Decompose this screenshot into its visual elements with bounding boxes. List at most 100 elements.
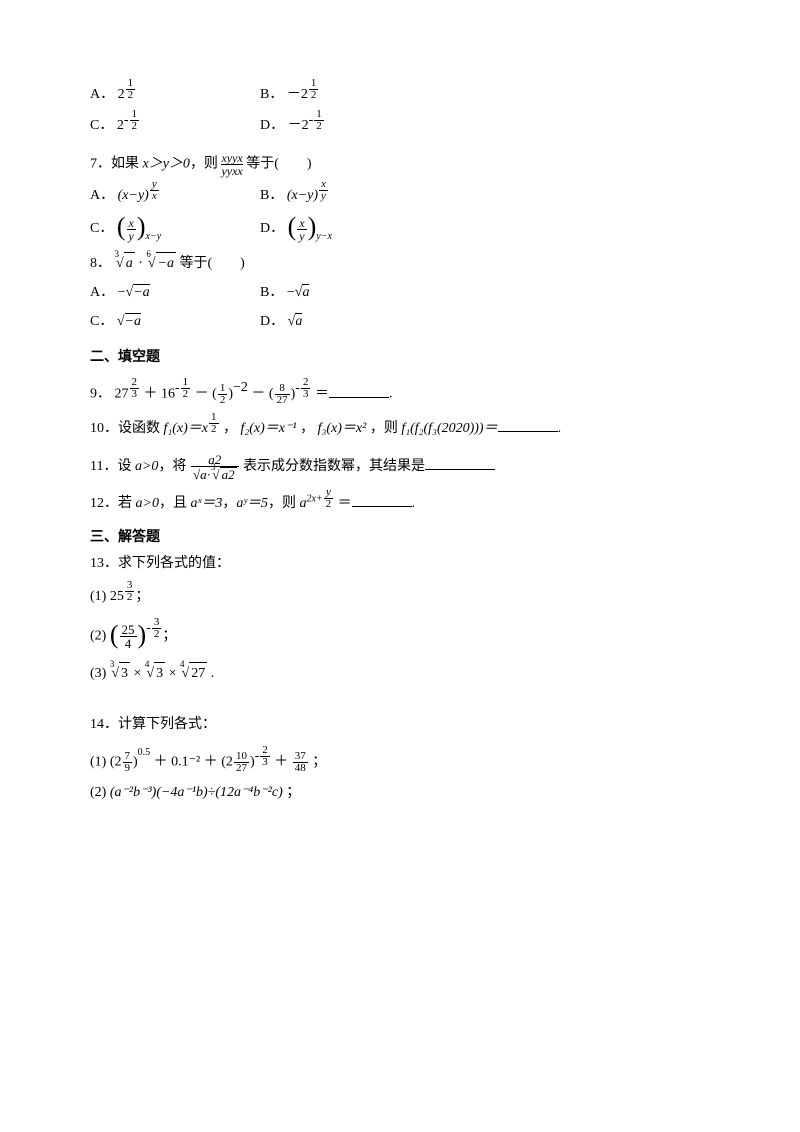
q7-row2: C． (xy)x−y D． (xy)y−x bbox=[90, 212, 710, 246]
comp: f₁(f₂(f₃(2020)))＝ bbox=[401, 421, 497, 436]
q11-prefix: 11．设 bbox=[90, 459, 135, 474]
exp-den: 2 bbox=[126, 90, 136, 101]
t1-den: 3 bbox=[130, 389, 140, 400]
root1: 3√3 bbox=[110, 662, 130, 684]
q7-option-b: B． (x−y)xy bbox=[260, 185, 430, 208]
q14-p2: (2) (a⁻²b⁻³)(−4a⁻¹b)÷(12a⁻⁴b⁻²c) ； bbox=[90, 782, 710, 803]
inner-den: y bbox=[297, 230, 306, 242]
eq: ＝ bbox=[338, 496, 352, 511]
q6-row1: A． 212 B． －212 bbox=[90, 80, 710, 111]
suffix: 表示成分数指数幂，其结果是 bbox=[243, 459, 425, 474]
neg: － bbox=[288, 118, 302, 133]
q8-option-b: B． −√a bbox=[260, 282, 430, 303]
q8-suffix: 等于( ) bbox=[180, 256, 245, 271]
q7-mid: ，则 bbox=[190, 157, 218, 172]
times: × bbox=[169, 666, 177, 681]
base: 2 bbox=[118, 87, 125, 102]
section-3-heading: 三、解答题 bbox=[90, 526, 710, 547]
root-idx: 6 bbox=[146, 248, 151, 262]
comma3: ，则 bbox=[370, 421, 402, 436]
times: × bbox=[134, 666, 142, 681]
q13-stem: 13．求下列各式的值： bbox=[90, 553, 710, 574]
q7-option-c: C． (xy)x−y bbox=[90, 216, 260, 242]
eq: ＝ bbox=[315, 387, 329, 402]
root-idx: 4 bbox=[180, 658, 185, 672]
p1-base: 25 bbox=[110, 589, 124, 604]
root-idx: 4 bbox=[145, 658, 150, 672]
plus2: ＋ bbox=[204, 755, 218, 770]
mid1: ，且 bbox=[159, 496, 191, 511]
exp-den: 2 bbox=[314, 121, 324, 132]
t4-den: 27 bbox=[275, 395, 290, 406]
root-idx: 3 bbox=[211, 463, 216, 472]
blank bbox=[498, 429, 558, 432]
exp: y−x bbox=[316, 229, 332, 244]
exp-den: 2 bbox=[309, 90, 319, 101]
q13-p2: (2) (254)-32； bbox=[90, 623, 710, 650]
q8-prefix: 8． bbox=[90, 256, 111, 271]
root-rad: −a bbox=[156, 252, 176, 274]
q8-stem: 8． 3√a · 6√−a 等于( ) bbox=[90, 252, 710, 274]
root-idx: 3 bbox=[115, 248, 120, 262]
semi: ； bbox=[162, 629, 176, 644]
neg: － bbox=[287, 87, 301, 102]
root3: 4√27 bbox=[180, 662, 207, 684]
q7-cond: x＞y＞0 bbox=[143, 157, 190, 172]
q8-row2: C． √−a D． √a bbox=[90, 307, 710, 336]
q8-row1: A． −√−a B． −√a bbox=[90, 278, 710, 307]
q14-stem: 14．计算下列各式： bbox=[90, 714, 710, 735]
p1-label: (1) bbox=[90, 589, 110, 604]
f2: f₂(x)＝x⁻¹ bbox=[241, 421, 297, 436]
q9-prefix: 9． bbox=[90, 387, 111, 402]
option-label: D． bbox=[260, 221, 284, 236]
option-label: C． bbox=[90, 314, 113, 329]
rad: −a bbox=[133, 284, 149, 300]
root-rad: 3 bbox=[119, 662, 130, 684]
period: . bbox=[389, 387, 393, 402]
option-label: D． bbox=[260, 314, 284, 329]
p3-label: (3) bbox=[90, 666, 106, 681]
comma2: ， bbox=[300, 421, 314, 436]
root2: 6√−a bbox=[146, 252, 176, 274]
mid: ，将 bbox=[158, 459, 186, 474]
outer-frac: a2 √a·3√a2 bbox=[191, 453, 239, 481]
lparen: ( bbox=[288, 214, 297, 240]
ay: aʸ＝5 bbox=[236, 496, 268, 511]
comma1: ， bbox=[223, 421, 237, 436]
option-label: C． bbox=[90, 118, 113, 133]
t4-exp-den: 3 bbox=[301, 389, 311, 400]
option-label: D． bbox=[260, 118, 284, 133]
ax: aˣ＝3 bbox=[190, 496, 222, 511]
exp-den: 2 bbox=[130, 121, 140, 132]
plus1: ＋ bbox=[154, 755, 168, 770]
neg: − bbox=[118, 285, 126, 300]
t2: 0.1⁻² bbox=[171, 755, 200, 770]
q7-row1: A． (x−y)yx B． (x−y)xy bbox=[90, 181, 710, 212]
root1: 3√a bbox=[115, 252, 135, 274]
rparen: ) bbox=[308, 214, 317, 240]
inner-num: x bbox=[297, 217, 306, 230]
q7-option-a: A． (x−y)yx bbox=[90, 185, 260, 208]
inner-den: y bbox=[127, 230, 136, 242]
q6-row2: C． 2-12 D． －2-12 bbox=[90, 111, 710, 142]
root-idx: 3 bbox=[110, 658, 115, 672]
root2: 4√3 bbox=[145, 662, 165, 684]
base: 2 bbox=[301, 87, 308, 102]
minus1: － bbox=[195, 387, 209, 402]
exp: x−y bbox=[146, 229, 162, 244]
inner-num: x bbox=[127, 217, 136, 230]
exp-prefix: 2x+ bbox=[306, 494, 322, 505]
e-den: 2 bbox=[209, 424, 219, 435]
t3-exp-den: 3 bbox=[260, 757, 270, 768]
semi: ； bbox=[286, 785, 300, 800]
option-label: A． bbox=[90, 188, 114, 203]
frac-bot: yyxx bbox=[221, 165, 242, 177]
q12-prefix: 12．若 bbox=[90, 496, 136, 511]
q8-option-a: A． −√−a bbox=[90, 282, 260, 303]
root-rad: 3 bbox=[154, 662, 165, 684]
blank bbox=[329, 395, 389, 398]
semi: ； bbox=[135, 589, 149, 604]
rad: a bbox=[295, 313, 302, 329]
q14-p1: (1) (279)0.5 ＋ 0.1⁻² ＋ (21027)-23 ＋ 3748… bbox=[90, 751, 710, 774]
lparen: ( bbox=[110, 622, 119, 648]
